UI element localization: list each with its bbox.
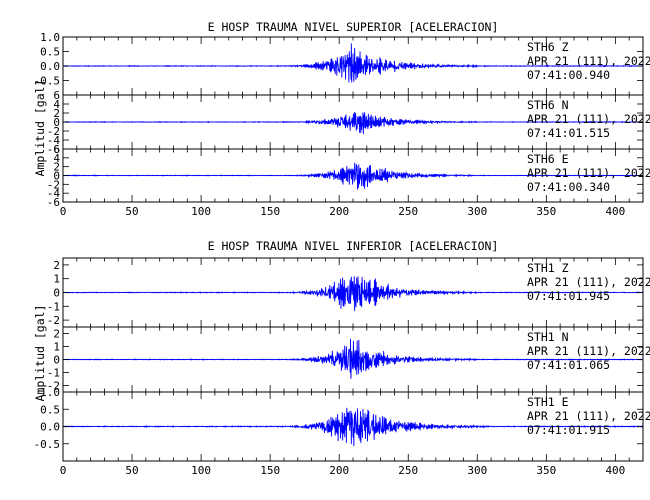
x-tick-label: 0	[60, 205, 67, 218]
y-tick-label: -1	[47, 300, 60, 313]
y-tick-label: 0	[53, 287, 60, 300]
x-tick-label: 350	[536, 205, 556, 218]
y-tick-label: -2	[47, 380, 60, 393]
x-tick-label: 200	[329, 464, 349, 477]
y-tick-label: 2	[53, 107, 60, 120]
station-label: STH6 N	[527, 98, 569, 112]
y-tick-label: -6	[47, 143, 60, 156]
waveform-sth6-z	[63, 43, 643, 83]
y-tick-label: 1.0	[40, 386, 60, 399]
waveform-sth6-e	[63, 162, 643, 190]
y-tick-label: 2	[53, 161, 60, 174]
y-tick-label: 4	[53, 98, 60, 111]
y-tick-label: -6	[47, 196, 60, 209]
x-tick-label: 200	[329, 205, 349, 218]
waveform-sth1-n	[63, 338, 643, 379]
figure-superior: E HOSP TRAUMA NIVEL SUPERIOR [ACELERACIO…	[33, 20, 650, 218]
record-date: APR 21 (111), 2022	[527, 166, 650, 180]
y-tick-label: 0	[53, 170, 60, 183]
y-tick-label: 0.5	[40, 46, 60, 59]
y-tick-label: 4	[53, 152, 60, 165]
station-label: STH1 N	[527, 330, 569, 344]
record-time: 07:41:00.940	[527, 68, 610, 82]
y-tick-label: -2	[47, 314, 60, 327]
x-tick-label: 400	[605, 464, 625, 477]
x-tick-label: 250	[398, 464, 418, 477]
y-tick-label: 0	[53, 116, 60, 129]
record-date: APR 21 (111), 2022	[527, 409, 650, 423]
record-time: 07:41:01.515	[527, 126, 610, 140]
y-tick-label: 1	[53, 273, 60, 286]
x-tick-label: 100	[191, 205, 211, 218]
record-time: 07:41:01.945	[527, 289, 610, 303]
x-tick-label: 400	[605, 205, 625, 218]
x-tick-label: 300	[467, 464, 487, 477]
waveform-sth1-e	[63, 407, 643, 446]
y-tick-label: 0.5	[40, 403, 60, 416]
y-axis-label: Amplitud [gal]	[33, 305, 47, 402]
record-time: 07:41:01.065	[527, 358, 610, 372]
x-tick-label: 50	[125, 464, 138, 477]
figure-inferior: E HOSP TRAUMA NIVEL INFERIOR [ACELERACIO…	[33, 239, 650, 477]
station-label: STH6 E	[527, 152, 569, 166]
y-tick-label: 1	[53, 341, 60, 354]
y-tick-label: 6	[53, 89, 60, 102]
record-date: APR 21 (111), 2022	[527, 112, 650, 126]
y-tick-label: -0.5	[34, 75, 61, 88]
y-axis-label: Amplitud [gal]	[33, 80, 47, 177]
waveform-sth1-z	[63, 276, 643, 312]
x-tick-label: 350	[536, 464, 556, 477]
x-tick-label: 300	[467, 205, 487, 218]
chart-title: E HOSP TRAUMA NIVEL SUPERIOR [ACELERACIO…	[208, 20, 499, 34]
y-tick-label: -1	[47, 367, 60, 380]
station-label: STH1 E	[527, 395, 569, 409]
station-label: STH1 Z	[527, 261, 569, 275]
y-tick-label: -4	[47, 187, 61, 200]
y-tick-label: 2	[53, 328, 60, 341]
x-tick-label: 250	[398, 205, 418, 218]
station-label: STH6 Z	[527, 40, 569, 54]
x-tick-label: 100	[191, 464, 211, 477]
y-tick-label: 0.0	[40, 60, 60, 73]
record-date: APR 21 (111), 2022	[527, 344, 650, 358]
x-tick-label: 0	[60, 464, 67, 477]
y-tick-label: 0.0	[40, 421, 60, 434]
y-tick-label: 1.0	[40, 31, 60, 44]
x-tick-label: 50	[125, 205, 138, 218]
record-date: APR 21 (111), 2022	[527, 54, 650, 68]
y-tick-label: -4	[47, 134, 61, 147]
waveform-sth6-n	[63, 111, 643, 135]
y-tick-label: -0.5	[34, 438, 61, 451]
chart-title: E HOSP TRAUMA NIVEL INFERIOR [ACELERACIO…	[208, 239, 499, 253]
record-time: 07:41:00.340	[527, 180, 610, 194]
y-tick-label: 0	[53, 354, 60, 367]
y-tick-label: -2	[47, 178, 60, 191]
x-tick-label: 150	[260, 464, 280, 477]
record-time: 07:41:01.915	[527, 423, 610, 437]
y-tick-label: -2	[47, 125, 60, 138]
y-tick-label: 6	[53, 143, 60, 156]
x-tick-label: 150	[260, 205, 280, 218]
record-date: APR 21 (111), 2022	[527, 275, 650, 289]
y-tick-label: 2	[53, 259, 60, 272]
